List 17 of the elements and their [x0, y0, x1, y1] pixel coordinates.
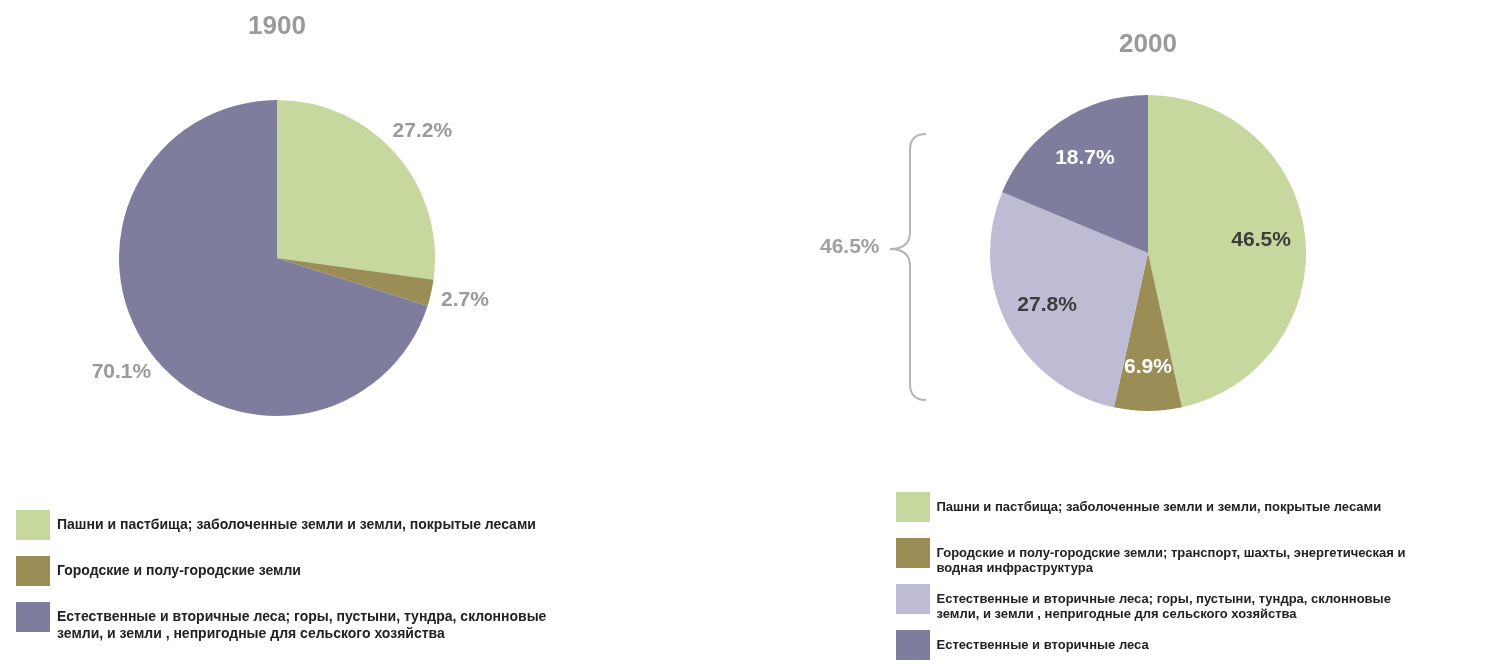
chart-title: 1900 — [247, 10, 307, 41]
chart-title: 2000 — [1118, 28, 1178, 59]
data-label: 27.2% — [392, 118, 453, 142]
legend-label: Естественные и вторичные леса; горы, пустыни, тундра, склонновые земли, и земли , непригодные для сельского хозяйства — [57, 607, 547, 641]
legend-label: Естественные и вторичные леса; горы, пустыни, тундра, склонновые земли, и земли , непригодные для сельского хозяйства — [936, 590, 1391, 622]
data-label: 70.1% — [91, 358, 152, 382]
legend-label: Пашни и пастбища; заболоченные земли и земли, покрытые лесами — [57, 515, 536, 532]
data-label: 18.7% — [1055, 145, 1115, 169]
data-label: 6.9% — [1124, 353, 1173, 377]
legend-label: Городские и полу-городские земли; транспорт, шахты, энергетическая и водная инфраструктура — [936, 544, 1406, 576]
legend-label: Городские и полу-городские земли — [57, 561, 301, 578]
legend-label: Естественные и вторичные леса — [936, 636, 1150, 652]
text: 46.5% — [820, 234, 880, 258]
legend-label: Пашни и пастбища; заболоченные земли и земли, покрытые лесами — [936, 498, 1382, 514]
data-label: 27.8% — [1017, 292, 1078, 316]
data-label: 2.7% — [441, 287, 490, 311]
data-label: 46.5% — [1231, 227, 1292, 251]
